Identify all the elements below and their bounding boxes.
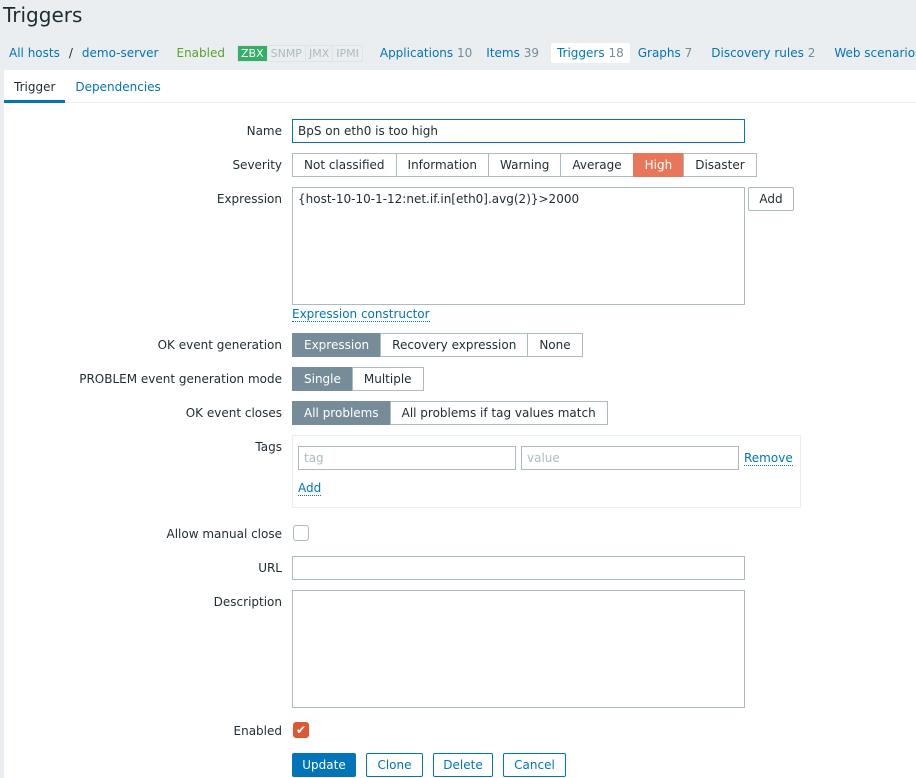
severity-information[interactable]: Information: [395, 153, 489, 177]
description-textarea[interactable]: [292, 590, 745, 708]
nav-triggers[interactable]: Triggers 18: [550, 43, 630, 63]
severity-label: Severity: [232, 158, 282, 172]
breadcrumb-separator: /: [68, 46, 73, 60]
severity-not-classified[interactable]: Not classified: [292, 153, 397, 177]
tag-name-input[interactable]: [298, 446, 516, 470]
tag-remove-link[interactable]: Remove: [744, 451, 793, 466]
nav-items[interactable]: Items 39: [486, 46, 539, 60]
tag-add-link[interactable]: Add: [298, 481, 322, 496]
ok-gen-none[interactable]: None: [527, 333, 583, 357]
name-input[interactable]: [292, 119, 745, 143]
availability-badges: ZBX SNMP JMX IPMI: [236, 44, 363, 62]
enabled-label: Enabled: [233, 724, 283, 738]
tags-table: [292, 435, 801, 508]
host-navigation: All hosts / demo-server Enabled ZBX SNMP…: [0, 40, 916, 66]
expression-add-button[interactable]: Add: [748, 187, 794, 211]
clone-button[interactable]: Clone: [366, 753, 423, 777]
ok-event-generation-label: OK event generation: [157, 338, 282, 352]
page-title: Triggers: [3, 3, 83, 27]
all-hosts-link[interactable]: All hosts: [9, 46, 60, 60]
problem-mode-single[interactable]: Single: [292, 367, 353, 391]
host-link[interactable]: demo-server: [81, 46, 159, 60]
update-button[interactable]: Update: [292, 753, 356, 777]
severity-disaster[interactable]: Disaster: [683, 153, 757, 177]
ok-closes-tag-match[interactable]: All problems if tag values match: [389, 401, 608, 425]
tags-label: Tags: [255, 440, 282, 454]
snmp-badge: SNMP: [266, 45, 305, 61]
severity-high[interactable]: High: [632, 153, 685, 177]
ok-gen-expression[interactable]: Expression: [292, 333, 382, 357]
expression-constructor-link[interactable]: Expression constructor: [292, 307, 430, 322]
zbx-badge: ZBX: [237, 45, 267, 61]
description-label: Description: [213, 595, 282, 609]
cancel-button[interactable]: Cancel: [503, 753, 566, 777]
url-label: URL: [258, 561, 282, 575]
tab-trigger[interactable]: Trigger: [4, 72, 66, 103]
allow-manual-close-checkbox[interactable]: [293, 525, 309, 541]
delete-button[interactable]: Delete: [433, 753, 493, 777]
severity-warning[interactable]: Warning: [488, 153, 562, 177]
tag-value-input[interactable]: [521, 446, 739, 470]
ok-gen-recovery-expression[interactable]: Recovery expression: [380, 333, 529, 357]
nav-applications[interactable]: Applications 10: [379, 46, 473, 60]
nav-discovery-rules[interactable]: Discovery rules 2: [711, 46, 816, 60]
enabled-checkbox[interactable]: ✔: [293, 722, 309, 738]
nav-graphs[interactable]: Graphs 7: [637, 46, 693, 60]
problem-mode-multiple[interactable]: Multiple: [351, 367, 424, 391]
allow-manual-close-label: Allow manual close: [166, 527, 282, 541]
tab-dependencies[interactable]: Dependencies: [75, 80, 161, 94]
ok-event-closes-selector: All problems All problems if tag values …: [292, 401, 608, 425]
problem-mode-selector: Single Multiple: [292, 367, 424, 391]
url-input[interactable]: [292, 556, 745, 580]
severity-average[interactable]: Average: [560, 153, 634, 177]
jmx-badge: JMX: [304, 45, 332, 61]
problem-mode-label: PROBLEM event generation mode: [79, 372, 282, 386]
expression-textarea[interactable]: {host-10-10-1-12:net.if.in[eth0].avg(2)}…: [292, 187, 745, 305]
checkmark-icon: ✔: [295, 723, 307, 737]
nav-web-scenarios[interactable]: Web scenarios: [834, 46, 916, 60]
severity-selector: Not classified Information Warning Avera…: [292, 153, 757, 177]
ok-event-closes-label: OK event closes: [185, 406, 282, 420]
name-label: Name: [246, 124, 282, 138]
expression-label: Expression: [216, 192, 282, 206]
host-status[interactable]: Enabled: [176, 46, 225, 60]
ok-closes-all-problems[interactable]: All problems: [292, 401, 391, 425]
form-tabs: Trigger Dependencies: [4, 72, 916, 103]
ok-event-generation-selector: Expression Recovery expression None: [292, 333, 583, 357]
ipmi-badge: IPMI: [332, 45, 362, 61]
